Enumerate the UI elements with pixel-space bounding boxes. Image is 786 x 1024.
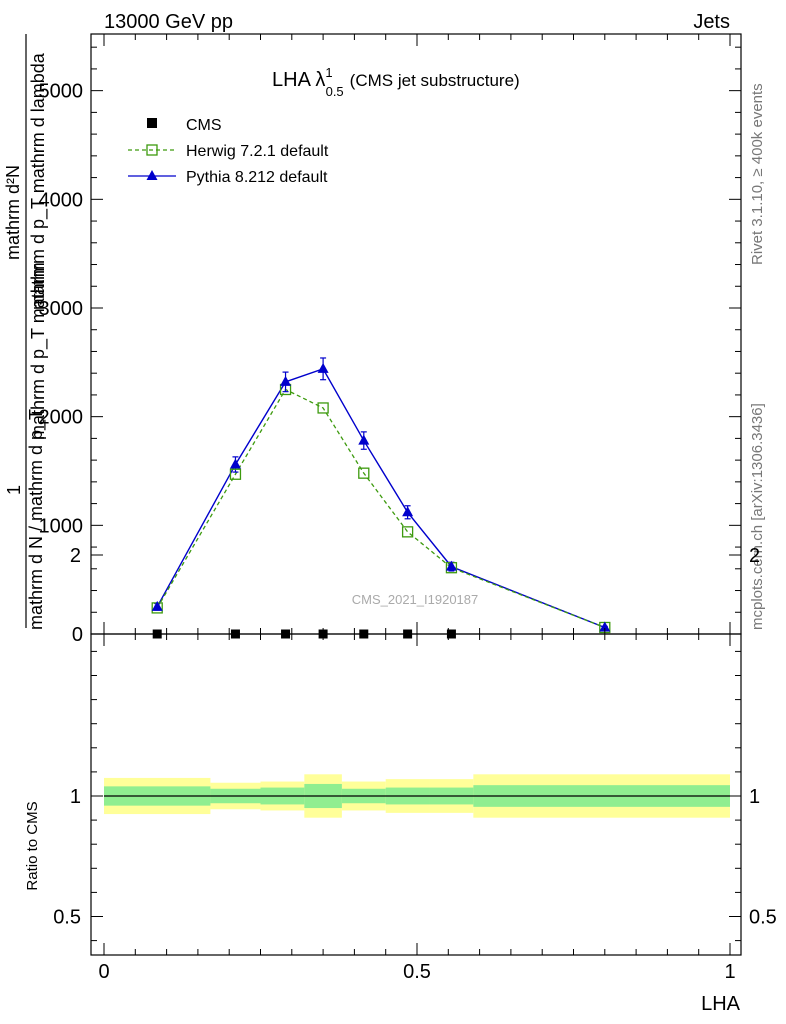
herwig-point (401, 526, 414, 538)
main-axes: 0 1000 2000 3000 4000 5000 (39, 33, 742, 646)
pythia-point (151, 600, 163, 611)
ratio-panel (104, 774, 730, 818)
ylabel-bottom: mathrm d N / mathrm d p_T (26, 409, 47, 630)
y-tick-label: 3000 (39, 298, 84, 320)
ratio-y-tick-label-left: 0.5 (53, 907, 81, 929)
pythia-point (229, 458, 241, 469)
mcplots-label: mcplots.cern.ch [arXiv:1306.3436] (749, 403, 766, 630)
ratio-axes: 0.5 0.5 1 1 2 2 0 0.5 1 (53, 545, 777, 983)
pythia-point (358, 434, 370, 445)
y-tick-label: 4000 (39, 189, 84, 211)
y-tick-label: 0 (72, 624, 83, 646)
ylabel-top2: mathrm d p_T mathrm d lambda (28, 52, 49, 310)
herwig-point (317, 402, 329, 414)
ylabel-one: 1 (4, 485, 24, 495)
pythia-point (402, 506, 414, 517)
pythia-point (599, 621, 611, 632)
herwig-point (229, 468, 242, 480)
header-right: Jets (693, 11, 730, 33)
ratio-y-tick-label-right: 1 (749, 786, 760, 808)
x-tick-label: 0.5 (403, 961, 431, 983)
chart-title: LHA λ1 0.5(CMS jet substructure) (272, 65, 520, 99)
legend-cms-marker (147, 118, 157, 128)
ratio-frame (90, 633, 742, 956)
header-left: 13000 GeV pp (104, 11, 233, 33)
y-tick-label: 5000 (39, 81, 84, 103)
ratio-y-tick-label-right: 2 (749, 545, 760, 567)
legend-herwig-label: Herwig 7.2.1 default (186, 143, 329, 160)
x-axis-label: LHA (701, 993, 741, 1015)
y-tick-label: 2000 (39, 407, 84, 429)
y-tick-label: 1000 (39, 515, 84, 537)
legend-pythia-label: Pythia 8.212 default (186, 169, 328, 186)
x-tick-label: 1 (724, 961, 735, 983)
pythia-point (445, 560, 457, 571)
herwig-point (358, 467, 370, 479)
pythia-point (317, 362, 329, 373)
herwig-line (156, 388, 606, 629)
pythia-point (280, 375, 292, 386)
ylabel-top: mathrm d²N (3, 165, 23, 260)
legend: CMS Herwig 7.2.1 default Pythia 8.212 de… (128, 117, 329, 186)
legend-herwig-marker (146, 144, 158, 156)
ratio-y-label: Ratio to CMS (24, 801, 41, 890)
main-y-axis-label: mathrm d N / mathrm d p_T 1 mathrm d²N m… (3, 34, 49, 630)
ratio-y-tick-label-left: 1 (70, 786, 81, 808)
ratio-y-tick-label-left: 2 (70, 545, 81, 567)
legend-cms-label: CMS (186, 117, 222, 134)
ratio-y-tick-label-right: 0.5 (749, 907, 777, 929)
legend-pythia-marker (146, 170, 158, 180)
watermark: CMS_2021_I1920187 (352, 592, 479, 607)
ylabel-bottom2: mathrm d p_T mathrm (28, 262, 49, 440)
pythia-line (156, 367, 606, 629)
x-tick-label: 0 (98, 961, 109, 983)
rivet-label: Rivet 3.1.10, ≥ 400k events (749, 83, 766, 265)
